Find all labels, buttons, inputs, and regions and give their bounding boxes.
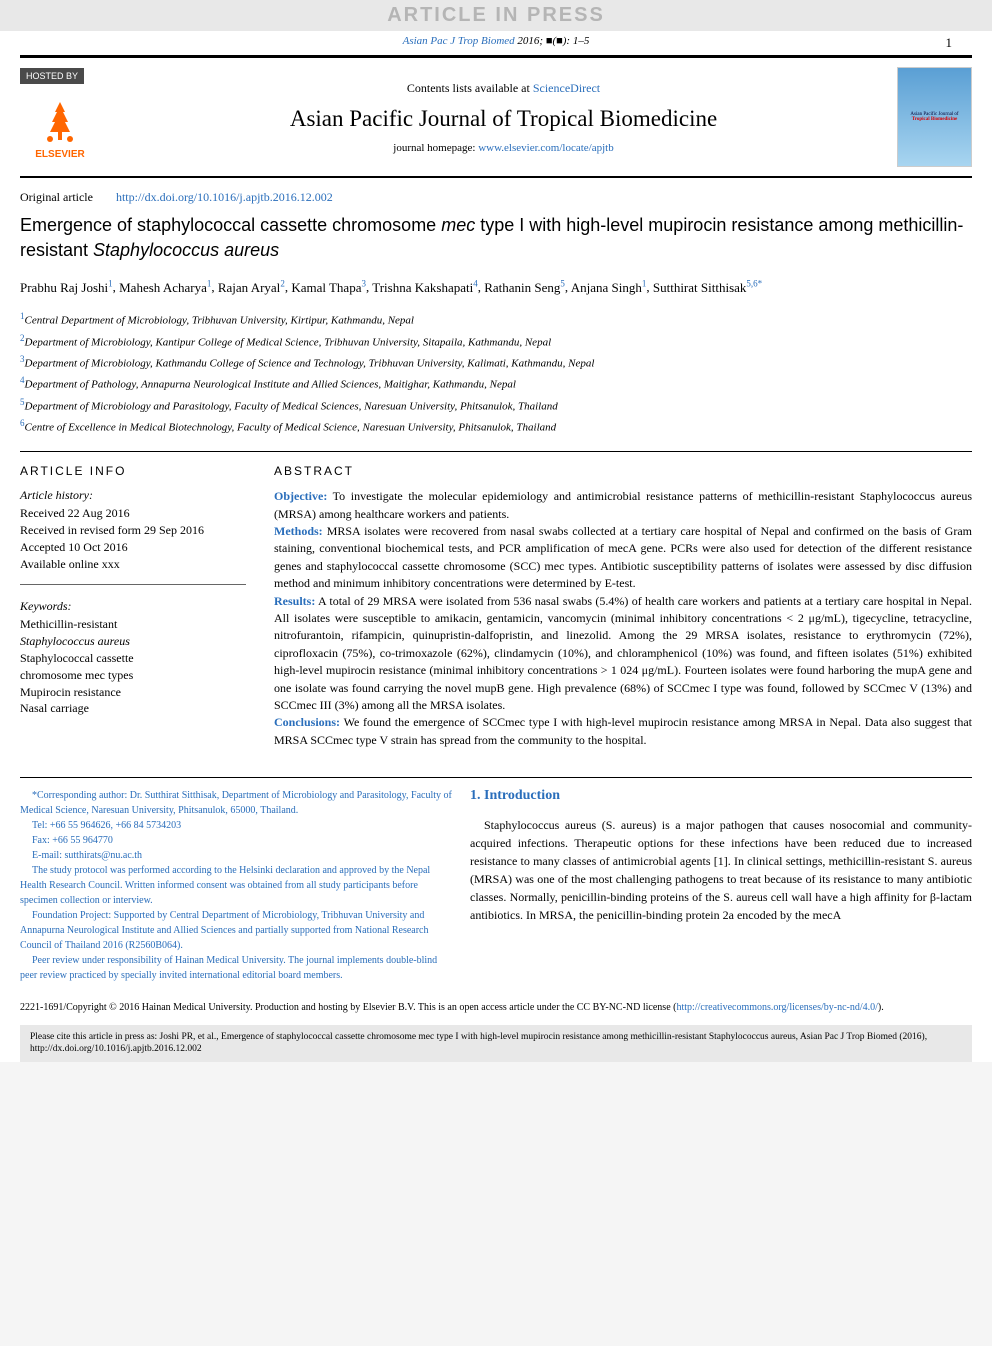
keywords-block: Keywords: Methicillin-resistant Staphylo…: [20, 599, 246, 717]
bottom-citation-box: Please cite this article in press as: Jo…: [20, 1025, 972, 1062]
affiliation-1: 1Central Department of Microbiology, Tri…: [20, 309, 972, 330]
journal-abbrev[interactable]: Asian Pac J Trop Biomed: [403, 35, 515, 47]
title-i1: mec: [441, 215, 475, 235]
affiliation-2: 2Department of Microbiology, Kantipur Co…: [20, 331, 972, 352]
homepage-prefix: journal homepage:: [393, 142, 478, 154]
email-link[interactable]: sutthirats@nu.ac.th: [65, 850, 143, 861]
introduction-para: Staphylococcus aureus (S. aureus) is a m…: [470, 816, 972, 924]
sciencedirect-link[interactable]: ScienceDirect: [533, 81, 600, 95]
abstract-heading: ABSTRACT: [274, 464, 972, 478]
fax: Fax: +66 55 964770: [20, 833, 452, 848]
received: Received 22 Aug 2016: [20, 505, 246, 522]
affiliation-5: 5Department of Microbiology and Parasito…: [20, 395, 972, 416]
affiliations: 1Central Department of Microbiology, Tri…: [20, 309, 972, 437]
ethics-note: The study protocol was performed accordi…: [20, 863, 452, 908]
objective-label: Objective:: [274, 489, 327, 503]
objective-text: To investigate the molecular epidemiolog…: [274, 489, 972, 520]
online: Available online xxx: [20, 556, 246, 573]
copyright-close: ).: [878, 1002, 884, 1013]
author: Rathanin Seng5: [484, 280, 565, 295]
conclusions-text: We found the emergence of SCCmec type I …: [274, 715, 972, 746]
history-block: Article history: Received 22 Aug 2016 Re…: [20, 488, 246, 585]
journal-title: Asian Pacific Journal of Tropical Biomed…: [120, 106, 887, 132]
author: Kamal Thapa3: [291, 280, 366, 295]
keyword: Nasal carriage: [20, 700, 246, 717]
journal-header: HOSTED BY ELSEVIER Contents lists availa…: [20, 55, 972, 178]
author: Anjana Singh1: [571, 280, 647, 295]
hosted-by-block: HOSTED BY ELSEVIER: [20, 66, 110, 168]
page-number: 1: [946, 35, 953, 51]
results-label: Results:: [274, 594, 315, 608]
copyright-line: 2221-1691/Copyright © 2016 Hainan Medica…: [20, 1001, 972, 1015]
journal-cover[interactable]: Asian Pacific Journal of Tropical Biomed…: [897, 67, 972, 167]
corresponding-author: *Corresponding author: Dr. Sutthirat Sit…: [20, 788, 452, 818]
article-info-column: ARTICLE INFO Article history: Received 2…: [20, 452, 260, 761]
history-label: Article history:: [20, 488, 246, 503]
keyword: Mupirocin resistance: [20, 684, 246, 701]
homepage-link[interactable]: www.elsevier.com/locate/apjtb: [478, 142, 614, 154]
banner-text: ARTICLE IN PRESS: [387, 4, 605, 26]
authors-list: Prabhu Raj Joshi1, Mahesh Acharya1, Raja…: [20, 277, 972, 297]
in-press-banner: ARTICLE IN PRESS: [0, 0, 992, 31]
contents-line: Contents lists available at ScienceDirec…: [120, 81, 887, 96]
affiliation-3: 3Department of Microbiology, Kathmandu C…: [20, 352, 972, 373]
keyword: Staphylococcal cassette: [20, 650, 246, 667]
keyword: chromosome mec types: [20, 667, 246, 684]
abstract-column: ABSTRACT Objective: To investigate the m…: [260, 452, 972, 761]
article-info-heading: ARTICLE INFO: [20, 464, 246, 478]
foundation-note: Foundation Project: Supported by Central…: [20, 908, 452, 953]
license-link[interactable]: http://creativecommons.org/licenses/by-n…: [676, 1002, 877, 1013]
page-container: ARTICLE IN PRESS Asian Pac J Trop Biomed…: [0, 0, 992, 1062]
affiliation-4: 4Department of Pathology, Annapurna Neur…: [20, 373, 972, 394]
article-type: Original article: [20, 190, 93, 204]
revised: Received in revised form 29 Sep 2016: [20, 522, 246, 539]
tel: Tel: +66 55 964626, +66 84 5734203: [20, 818, 452, 833]
elsevier-logo[interactable]: ELSEVIER: [20, 88, 100, 168]
doi-link[interactable]: http://dx.doi.org/10.1016/j.apjtb.2016.1…: [116, 190, 333, 204]
email-line: E-mail: sutthirats@nu.ac.th: [20, 848, 452, 863]
abstract-body: Objective: To investigate the molecular …: [274, 488, 972, 749]
contents-prefix: Contents lists available at: [407, 81, 533, 95]
content-area: Original article http://dx.doi.org/10.10…: [0, 178, 992, 983]
copyright-text: 2221-1691/Copyright © 2016 Hainan Medica…: [20, 1002, 676, 1013]
conclusions-label: Conclusions:: [274, 715, 340, 729]
peer-review-note: Peer review under responsibility of Hain…: [20, 953, 452, 983]
affiliation-6: 6Centre of Excellence in Medical Biotech…: [20, 416, 972, 437]
author: Mahesh Acharya1: [119, 280, 211, 295]
author: Sutthirat Sitthisak5,6*: [653, 280, 762, 295]
article-type-line: Original article http://dx.doi.org/10.10…: [20, 178, 972, 213]
bottom-citation-text: Please cite this article in press as: Jo…: [30, 1032, 927, 1054]
introduction-heading: 1. Introduction: [470, 788, 972, 804]
introduction-column: 1. Introduction Staphylococcus aureus (S…: [470, 788, 972, 983]
elsevier-text: ELSEVIER: [35, 149, 84, 160]
title-p1: Emergence of staphylococcal cassette chr…: [20, 215, 441, 235]
methods-label: Methods:: [274, 524, 323, 538]
homepage-line: journal homepage: www.elsevier.com/locat…: [120, 142, 887, 154]
header-center: Contents lists available at ScienceDirec…: [120, 81, 887, 154]
methods-text: MRSA isolates were recovered from nasal …: [274, 524, 972, 590]
footer-notes: *Corresponding author: Dr. Sutthirat Sit…: [20, 788, 470, 983]
elsevier-tree-icon: [35, 97, 85, 147]
footer-section: *Corresponding author: Dr. Sutthirat Sit…: [20, 777, 972, 983]
author: Rajan Aryal2: [218, 280, 285, 295]
article-title: Emergence of staphylococcal cassette chr…: [20, 213, 972, 263]
keywords-label: Keywords:: [20, 599, 246, 614]
year-vol: 2016; ■(■): 1–5: [515, 35, 590, 47]
keyword: Methicillin-resistant: [20, 616, 246, 633]
keyword: Staphylococcus aureus: [20, 633, 246, 650]
author: Trishna Kakshapati4: [372, 280, 478, 295]
hosted-by-label: HOSTED BY: [20, 68, 84, 84]
info-abstract-row: ARTICLE INFO Article history: Received 2…: [20, 451, 972, 761]
title-i2: Staphylococcus aureus: [93, 240, 279, 260]
accepted: Accepted 10 Oct 2016: [20, 539, 246, 556]
results-text: A total of 29 MRSA were isolated from 53…: [274, 594, 972, 712]
top-citation: Asian Pac J Trop Biomed 2016; ■(■): 1–5 …: [0, 31, 992, 51]
author: Prabhu Raj Joshi1: [20, 280, 113, 295]
